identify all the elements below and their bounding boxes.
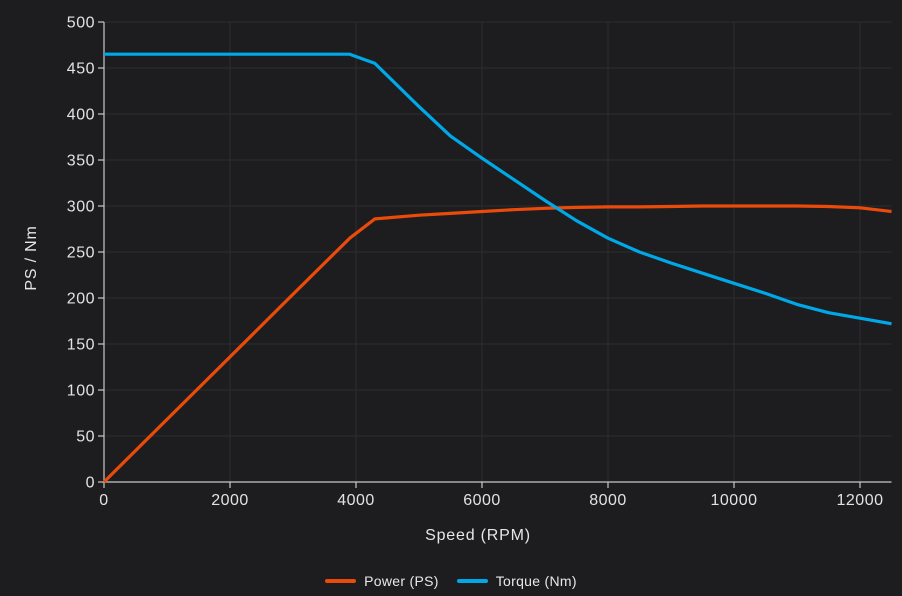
y-tick-label: 300 xyxy=(67,199,95,216)
y-tick-label: 250 xyxy=(67,245,95,262)
axes xyxy=(98,21,892,488)
legend-label-power: Power (PS) xyxy=(364,573,439,589)
legend-item-torque[interactable]: Torque (Nm) xyxy=(456,573,577,589)
y-tick-label: 400 xyxy=(67,107,95,124)
y-tick-label: 200 xyxy=(67,291,95,308)
y-tick-label: 150 xyxy=(67,337,95,354)
series-lines xyxy=(102,52,892,484)
x-tick-label: 0 xyxy=(99,492,108,509)
legend-item-power[interactable]: Power (PS) xyxy=(325,573,439,589)
tick-labels: 0 50 100 150 200 250 300 350 400 450 500 0 2000 4000 6… xyxy=(67,15,884,510)
x-axis-title: Speed (RPM) xyxy=(425,527,531,544)
legend-swatch-power-line xyxy=(325,579,357,583)
series-line-power xyxy=(102,204,892,484)
series-line-torque xyxy=(104,52,892,326)
gridlines xyxy=(104,21,892,482)
y-tick-label: 450 xyxy=(67,61,95,78)
x-tick-label: 10000 xyxy=(711,492,758,509)
legend-swatch-torque-line xyxy=(456,579,488,583)
legend: Power (PS) Torque (Nm) xyxy=(0,573,902,589)
y-tick-label: 500 xyxy=(67,15,95,32)
x-tick-label: 12000 xyxy=(837,492,884,509)
y-tick-label: 0 xyxy=(86,475,95,492)
y-tick-label: 100 xyxy=(67,383,95,400)
x-tick-label: 4000 xyxy=(337,492,375,509)
x-tick-label: 6000 xyxy=(463,492,501,509)
y-tick-label: 350 xyxy=(67,153,95,170)
y-tick-label: 50 xyxy=(76,429,95,446)
x-tick-label: 2000 xyxy=(211,492,249,509)
y-axis-title: PS / Nm xyxy=(23,225,40,290)
x-tick-label: 8000 xyxy=(589,492,627,509)
legend-label-torque: Torque (Nm) xyxy=(495,573,577,589)
